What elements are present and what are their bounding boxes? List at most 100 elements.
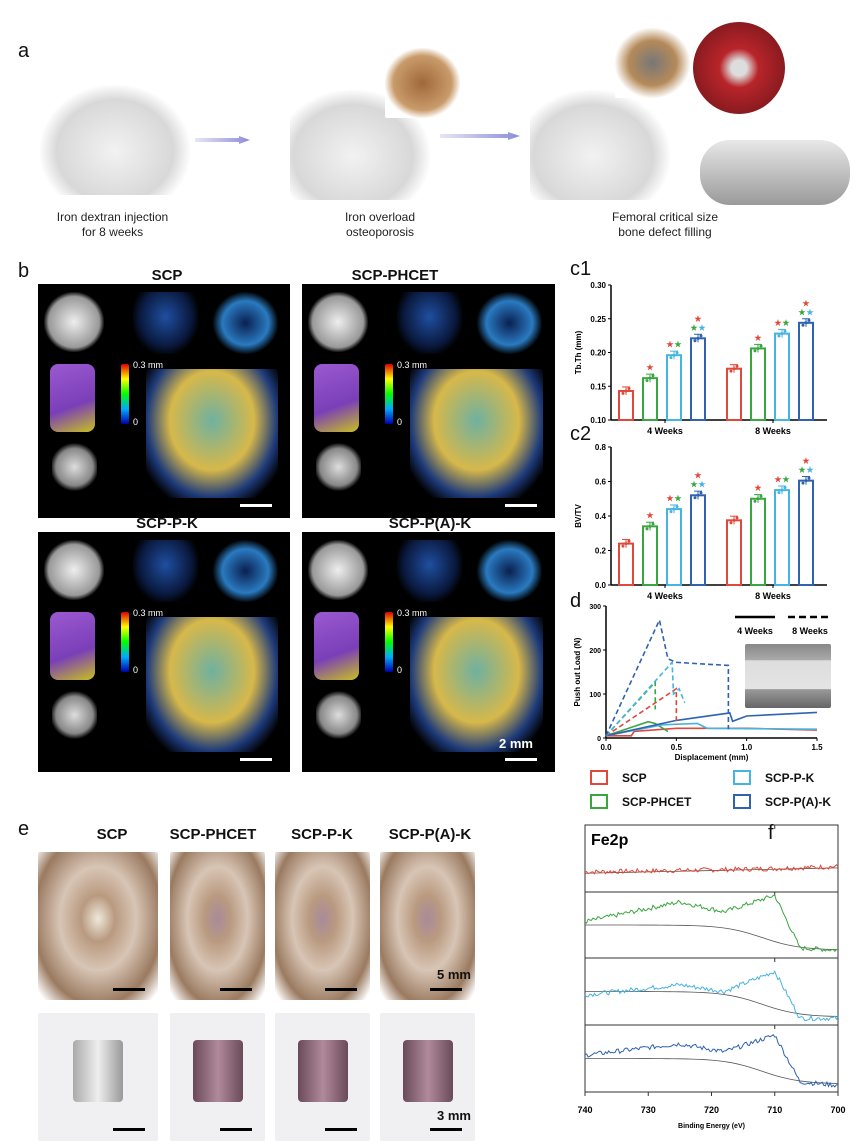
scaffold-bone-overlay (314, 612, 359, 680)
y-tick-label: 0.10 (590, 416, 606, 425)
data-point (804, 321, 808, 325)
significance-star: ★ (646, 511, 654, 520)
arrow-icon (195, 136, 250, 144)
thickness-heatmap-render (146, 369, 278, 498)
scale-bar (113, 988, 145, 991)
y-axis-label: Tb.Th (mm) (574, 330, 583, 374)
data-point (759, 494, 763, 498)
scale-bar (325, 988, 357, 991)
significance-star: ★ (694, 471, 702, 480)
data-point (645, 379, 649, 383)
significance-star: ★ (674, 494, 682, 503)
x-tick-label: 720 (704, 1105, 719, 1115)
spectrum-line (584, 863, 839, 875)
legend-label: SCP-P(A)-K (765, 794, 831, 809)
y-tick-label: 0.4 (595, 512, 607, 521)
significance-star: ★ (754, 484, 762, 493)
trabecular-map-sagittal (397, 292, 462, 354)
data-point (672, 353, 676, 357)
significance-star: ★ (782, 475, 790, 484)
significance-star: ★ (806, 308, 814, 317)
data-point (627, 539, 631, 543)
data-point (624, 389, 628, 393)
y-tick-label: 0.8 (595, 443, 607, 452)
colorbar-min-label: 0 (397, 417, 403, 427)
significance-star: ★ (666, 340, 674, 349)
y-tick-label: 300 (589, 604, 601, 611)
implant-cylinder (297, 1040, 348, 1102)
femur-3d-render (44, 540, 104, 600)
x-tick-label: 8 Weeks (755, 426, 791, 436)
x-tick-label: 8 Weeks (755, 591, 791, 601)
data-point (801, 481, 805, 485)
ct-title: SCP (151, 267, 183, 284)
data-point (732, 367, 736, 371)
x-tick-label: 700 (830, 1105, 845, 1115)
colorbar-min-label: 0 (133, 665, 139, 675)
y-axis-label: Push out Load (N) (573, 637, 582, 706)
data-point (627, 387, 631, 391)
load-curve-4-weeks (605, 720, 669, 737)
data-point (669, 510, 673, 514)
x-axis-label: Binding Energy (eV) (678, 1123, 745, 1130)
data-point (651, 374, 655, 378)
significance-star: ★ (774, 319, 782, 328)
significance-star: ★ (690, 323, 698, 332)
data-point (807, 318, 811, 322)
y-tick-label: 100 (589, 692, 601, 699)
y-tick-label: 0.20 (590, 349, 606, 358)
scale-bar (240, 758, 272, 761)
x-tick-label: 0.5 (671, 743, 683, 752)
data-point (732, 518, 736, 522)
data-point (693, 339, 697, 343)
scale-label-3mm: 3 mm (437, 1108, 471, 1123)
data-point (672, 507, 676, 511)
data-point (735, 364, 739, 368)
data-point (753, 499, 757, 503)
load-curve-4-weeks (605, 722, 818, 737)
legend-swatch (733, 770, 751, 785)
ct-title: SCP-P-K (136, 515, 198, 532)
bar (774, 332, 790, 422)
femur-3d-render (44, 292, 104, 352)
ct-title: SCP-P(A)-K (388, 515, 472, 532)
micro-ct-panel: 0.3 mm 0 (38, 284, 290, 518)
bar (774, 489, 790, 586)
trabecular-map-sagittal (397, 540, 462, 602)
new-bone-3d (52, 442, 97, 492)
legend-swatch (590, 794, 608, 809)
data-point (645, 527, 649, 531)
push-out-test-photo (745, 644, 831, 708)
significance-star: ★ (666, 494, 674, 503)
bar (798, 321, 814, 421)
colorbar-max-label: 0.3 mm (397, 608, 428, 618)
legend-label-8-weeks: 8 Weeks (792, 626, 828, 636)
x-axis-label: Displacement (mm) (675, 753, 749, 762)
data-point (783, 329, 787, 333)
femoral-condyle-photo (170, 852, 265, 1000)
rabbit-defect-image (530, 90, 670, 200)
bar (726, 519, 742, 586)
scaffold-bone-overlay (50, 612, 95, 680)
y-tick-label: 0 (597, 736, 601, 743)
data-point (651, 522, 655, 526)
significance-star: ★ (782, 319, 790, 328)
panel-label-b: b (18, 260, 30, 282)
data-point (669, 356, 673, 360)
y-tick-label: 200 (589, 648, 601, 655)
panel-label-c2: c2 (570, 423, 592, 445)
data-point (699, 491, 703, 495)
scaffold-bone-overlay (50, 364, 95, 432)
y-tick-label: 0.30 (590, 281, 606, 290)
micro-ct-panel: 0.3 mm 0 2 mm (302, 532, 555, 772)
scale-label-5mm: 5 mm (437, 967, 471, 982)
data-point (648, 524, 652, 528)
scale-bar (220, 1128, 252, 1131)
femoral-condyle-photo (38, 852, 158, 1000)
significance-star: ★ (754, 333, 762, 342)
surgery-photo (693, 22, 785, 114)
femur-3d-render (308, 292, 368, 352)
new-bone-3d (52, 690, 97, 740)
bar (690, 494, 706, 586)
